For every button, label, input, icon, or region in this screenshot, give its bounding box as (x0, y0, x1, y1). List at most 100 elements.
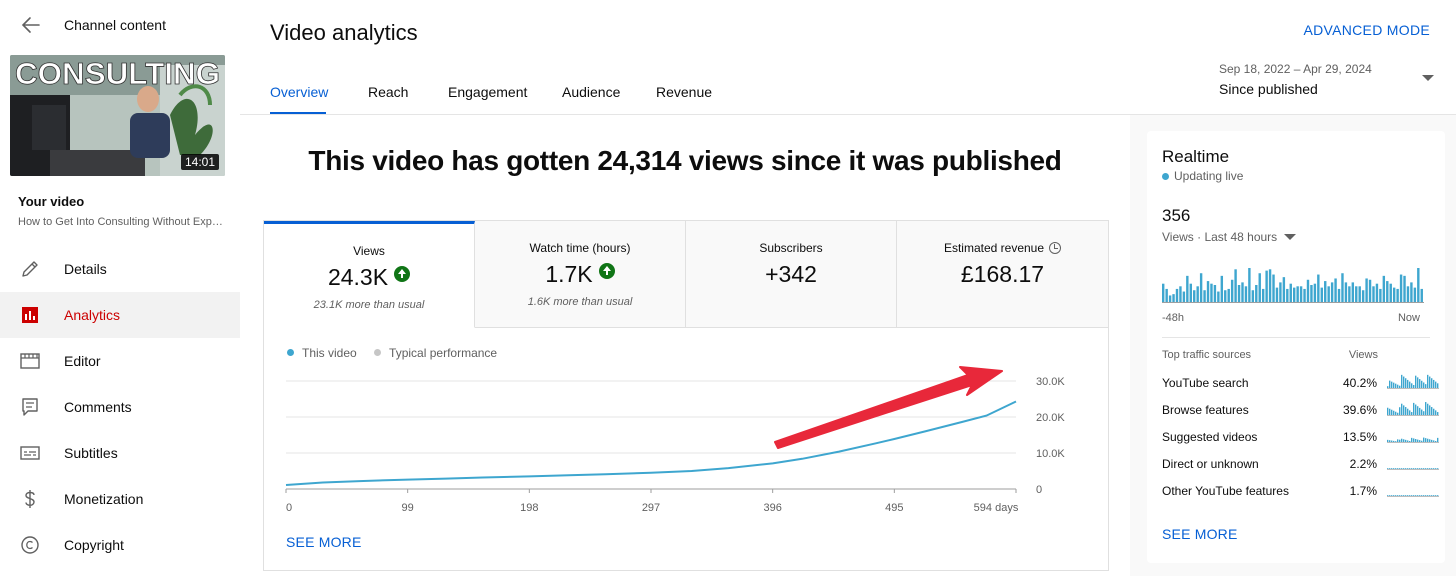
sparkline-bar (1409, 495, 1411, 496)
sidebar-item-comments[interactable]: Comments (0, 384, 240, 430)
traffic-source-name: Direct or unknown (1162, 457, 1259, 471)
sparkline-bar (1431, 468, 1433, 469)
realtime-bar (1168, 295, 1172, 302)
sparkline-bar (1389, 495, 1391, 496)
realtime-bar (1327, 286, 1330, 302)
tab-overview[interactable]: Overview (270, 84, 329, 100)
sparkline-bar (1391, 495, 1393, 496)
sparkline-bar (1389, 468, 1391, 469)
sparkline-bar (1415, 439, 1417, 442)
sidebar-item-monetization[interactable]: Monetization (0, 476, 240, 522)
realtime-bar (1341, 273, 1344, 302)
sparkline-bar (1435, 381, 1437, 388)
sidebar-item-subtitles[interactable]: Subtitles (0, 430, 240, 476)
realtime-bar (1320, 287, 1323, 302)
realtime-bar (1162, 283, 1165, 302)
realtime-bar (1392, 287, 1396, 302)
video-thumbnail[interactable]: CONSULTING 14:01 (10, 55, 225, 176)
sparkline-bar (1425, 468, 1427, 469)
back-arrow-icon[interactable] (20, 14, 42, 36)
sparkline-bar (1429, 405, 1431, 415)
realtime-bar (1261, 288, 1265, 302)
realtime-bar (1379, 288, 1382, 302)
sparkline-bar (1387, 468, 1389, 469)
sparkline-bar (1429, 376, 1431, 388)
metric-views[interactable]: Views 24.3K 23.1K more than usual (264, 221, 475, 328)
sidebar-item-label: Monetization (64, 491, 144, 507)
realtime-bar (1299, 286, 1303, 302)
sidebar-item-details[interactable]: Details (0, 246, 240, 292)
realtime-bar (1175, 288, 1179, 302)
realtime-bar (1182, 291, 1186, 302)
x-tick-label: 297 (642, 502, 660, 514)
realtime-bar (1275, 287, 1279, 302)
tab-revenue[interactable]: Revenue (656, 84, 713, 100)
metric-value: +342 (765, 261, 817, 287)
sparkline-bar (1405, 495, 1407, 496)
axis-start-label: -48h (1162, 312, 1185, 324)
realtime-bar (1186, 275, 1189, 302)
sparkline-bar (1419, 440, 1421, 442)
realtime-bar (1399, 274, 1403, 302)
live-dot-icon (1162, 172, 1169, 180)
sparkline-bar (1411, 495, 1413, 496)
sparkline-bar (1437, 495, 1439, 496)
sparkline-bar (1399, 407, 1401, 415)
sparkline-bar (1399, 439, 1401, 442)
metric-estimated-revenue[interactable]: Estimated revenue £168.17 (897, 221, 1108, 328)
sparkline-bar (1411, 412, 1413, 415)
channel-content-title: Channel content (64, 17, 166, 33)
sparkline-bar (1391, 440, 1393, 442)
metric-watch-time[interactable]: Watch time (hours) 1.7K 1.6K more than u… (475, 221, 686, 328)
sparkline-bar (1393, 410, 1395, 415)
sparkline-bar (1393, 440, 1395, 442)
realtime-bar (1413, 287, 1417, 302)
metric-label: Subscribers (759, 241, 823, 255)
sidebar-item-label: Comments (64, 399, 132, 415)
sparkline-bar (1395, 411, 1397, 415)
sidebar-item-copyright[interactable]: Copyright (0, 522, 240, 568)
sparkline-bar (1409, 381, 1411, 388)
sparkline-bar (1413, 495, 1415, 496)
advanced-mode-button[interactable]: ADVANCED MODE (1303, 22, 1430, 38)
sparkline-bar (1387, 407, 1389, 415)
metric-subscribers[interactable]: Subscribers +342 (686, 221, 897, 328)
x-tick-label: 396 (763, 502, 781, 514)
tab-audience[interactable]: Audience (562, 84, 621, 100)
see-more-button[interactable]: SEE MORE (286, 534, 362, 550)
sparkline-bar (1403, 405, 1405, 415)
sparkline-bar (1411, 437, 1413, 442)
traffic-source-name: Other YouTube features (1162, 484, 1289, 498)
sparkline-bar (1391, 409, 1393, 415)
sidebar-item-label: Analytics (64, 307, 121, 323)
legend-typical: Typical performance (374, 346, 497, 360)
sidebar-item-analytics[interactable]: Analytics (0, 292, 240, 338)
sparkline-bar (1395, 468, 1397, 469)
sparkline-bar (1435, 410, 1437, 415)
realtime-bar (1386, 281, 1389, 302)
x-tick-label: 198 (520, 502, 538, 514)
overview-headline: This video has gotten 24,314 views since… (308, 145, 1062, 176)
sparkline-bar (1411, 468, 1413, 469)
realtime-period-dropdown[interactable]: Views · Last 48 hours (1162, 230, 1297, 244)
realtime-bar (1420, 288, 1423, 302)
copyright-icon (21, 536, 39, 554)
sparkline-bar (1397, 384, 1399, 388)
date-range-picker[interactable]: Sep 18, 2022 – Apr 29, 2024 Since publis… (1219, 62, 1434, 102)
sparkline-bar (1427, 403, 1429, 415)
realtime-see-more-button[interactable]: SEE MORE (1162, 526, 1238, 542)
sparkline-bar (1437, 412, 1439, 415)
tab-reach[interactable]: Reach (368, 84, 409, 100)
metric-comparison: 1.6K more than usual (527, 296, 633, 308)
sparkline-bar (1401, 403, 1403, 415)
x-tick-label: 0 (286, 502, 292, 514)
sparkline-bar (1401, 495, 1403, 496)
metric-value: £168.17 (960, 261, 1045, 287)
analytics-icon (22, 307, 38, 323)
sidebar-item-editor[interactable]: Editor (0, 338, 240, 384)
trend-up-icon (598, 263, 615, 279)
sparkline-bar (1419, 468, 1421, 469)
traffic-header-label: Top traffic sources (1162, 349, 1252, 361)
tab-engagement[interactable]: Engagement (448, 84, 528, 100)
realtime-bar (1258, 273, 1261, 302)
